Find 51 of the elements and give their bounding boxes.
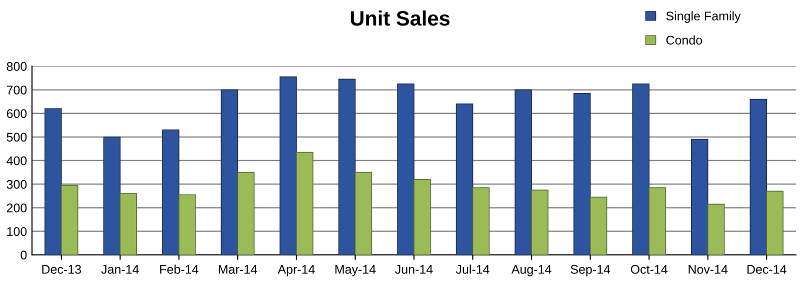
bar [44,108,62,255]
bar [573,92,591,255]
bar [531,190,548,255]
bar [354,172,372,255]
y-tick-label: 300 [6,180,27,189]
x-tick-label: Nov-14 [688,265,728,274]
bar [690,138,708,255]
y-tick-label: 600 [6,109,27,118]
bar [648,187,666,255]
bar [296,152,314,255]
x-tick-label: Sep-14 [570,264,610,276]
x-tick-label: Jan-14 [101,265,139,274]
legend-label: Condo [666,35,702,45]
bar [414,179,431,255]
x-tick-label: Dec-13 [42,264,81,274]
bar [707,204,725,255]
x-tick-label: Dec-14 [747,265,786,274]
chart-title: Unit Sales [350,10,450,26]
bar [472,187,490,255]
y-tick-label: 200 [6,204,27,212]
y-tick-label: 700 [6,86,27,94]
legend-label: Single Family [666,11,741,23]
bar [750,98,768,255]
x-tick-label: Apr-14 [278,265,315,276]
bar [766,190,784,255]
x-tick-label: Oct-14 [630,264,668,274]
y-tick-label: 800 [6,62,27,71]
bar [162,129,180,255]
bar [103,136,121,255]
x-tick-label: Feb-14 [160,264,198,274]
bar [456,104,474,255]
bar [220,89,238,255]
x-tick-label: Mar-14 [218,265,258,274]
y-tick-label: 400 [6,156,27,166]
bar [397,84,414,255]
x-tick-label: May-14 [335,265,376,276]
bar [632,84,650,255]
bar [280,76,297,255]
bar [60,184,78,255]
x-tick-label: Aug-14 [511,265,552,276]
bar [237,172,255,255]
bar [120,193,138,255]
y-tick-label: 0 [20,250,27,260]
bar [514,89,532,255]
y-tick-label: 500 [6,132,27,142]
x-tick-label: Jun-14 [395,265,433,274]
y-tick-label: 100 [7,227,27,236]
x-tick-label: Jul-14 [456,264,490,274]
bar [338,78,356,255]
bar [590,196,608,255]
bar [178,194,196,255]
